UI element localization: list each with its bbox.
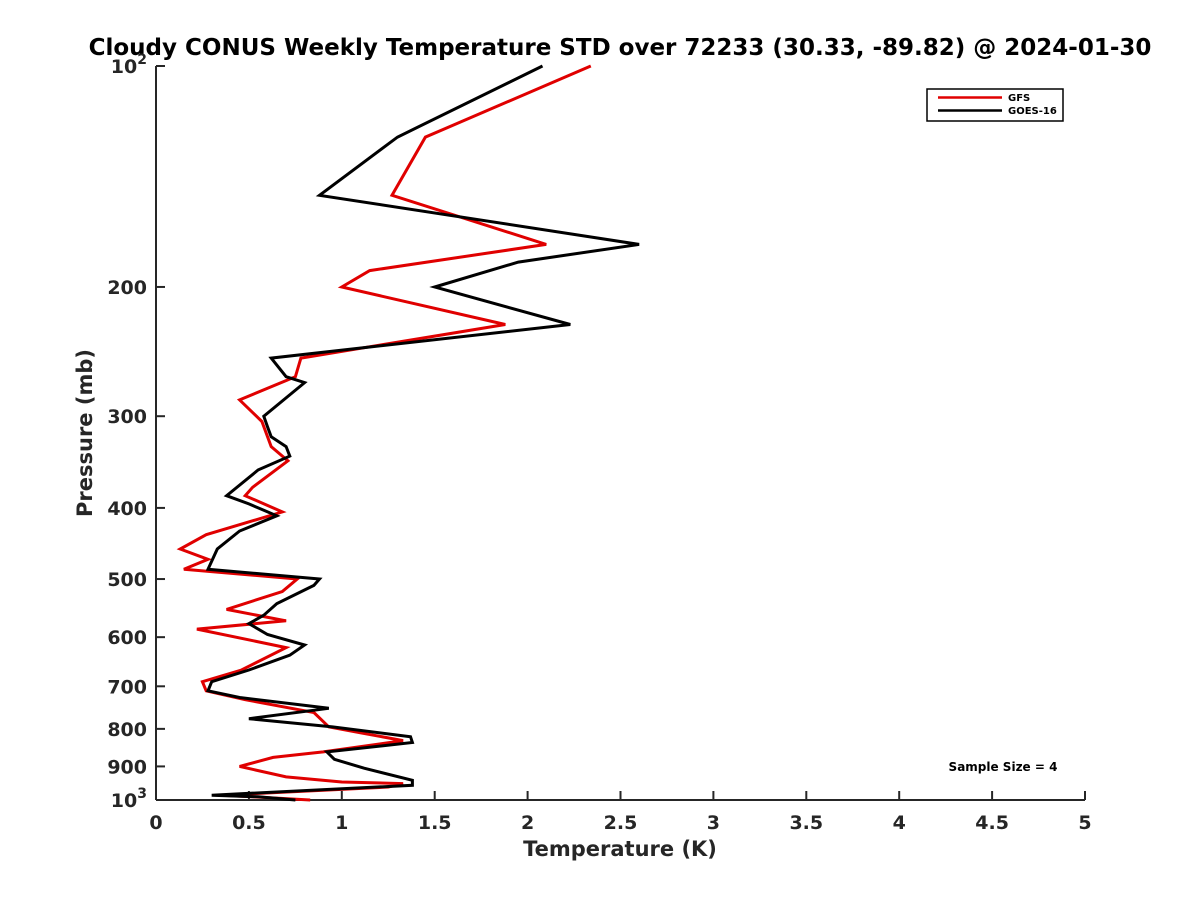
y-tick-label: 400 [107,498,147,520]
y-tick-label: 103 [111,786,147,812]
y-tick-label: 300 [107,406,147,428]
chart-title: Cloudy CONUS Weekly Temperature STD over… [89,35,1152,61]
sample-size-annotation: Sample Size = 4 [949,760,1058,774]
y-tick-label: 800 [107,719,147,741]
x-tick-label: 1.5 [418,812,452,834]
x-tick-label: 1 [335,812,348,834]
y-tick-label: 200 [107,277,147,299]
x-tick-label: 4 [893,812,906,834]
x-axis: 0 0.5 1 1.5 2 2.5 3 3.5 4 4.5 5 [149,791,1092,834]
x-tick-label: 0.5 [232,812,266,834]
x-tick-label: 0 [149,812,162,834]
y-tick-label: 900 [107,756,147,778]
x-tick-label: 3.5 [789,812,823,834]
y-tick-label: 102 [111,52,147,78]
x-tick-label: 3 [707,812,720,834]
y-axis: 102 200 300 400 500 600 700 800 900 103 [107,52,165,812]
x-tick-label: 2 [521,812,534,834]
y-axis-label: Pressure (mb) [73,349,97,517]
series-line-gfs [176,64,592,802]
y-tick-label: 600 [107,627,147,649]
series-layer [176,64,640,802]
x-axis-label: Temperature (K) [523,837,717,861]
x-tick-label: 2.5 [604,812,638,834]
legend: GFS GOES-16 [926,88,1064,122]
series-line-goes16 [205,64,640,802]
x-tick-label: 5 [1078,812,1091,834]
legend-label-gfs: GFS [1008,93,1030,104]
legend-box [926,88,1064,122]
y-tick-label: 500 [107,569,147,591]
x-tick-label: 4.5 [975,812,1009,834]
legend-label-goes16: GOES-16 [1008,106,1057,117]
y-tick-label: 700 [107,676,147,698]
